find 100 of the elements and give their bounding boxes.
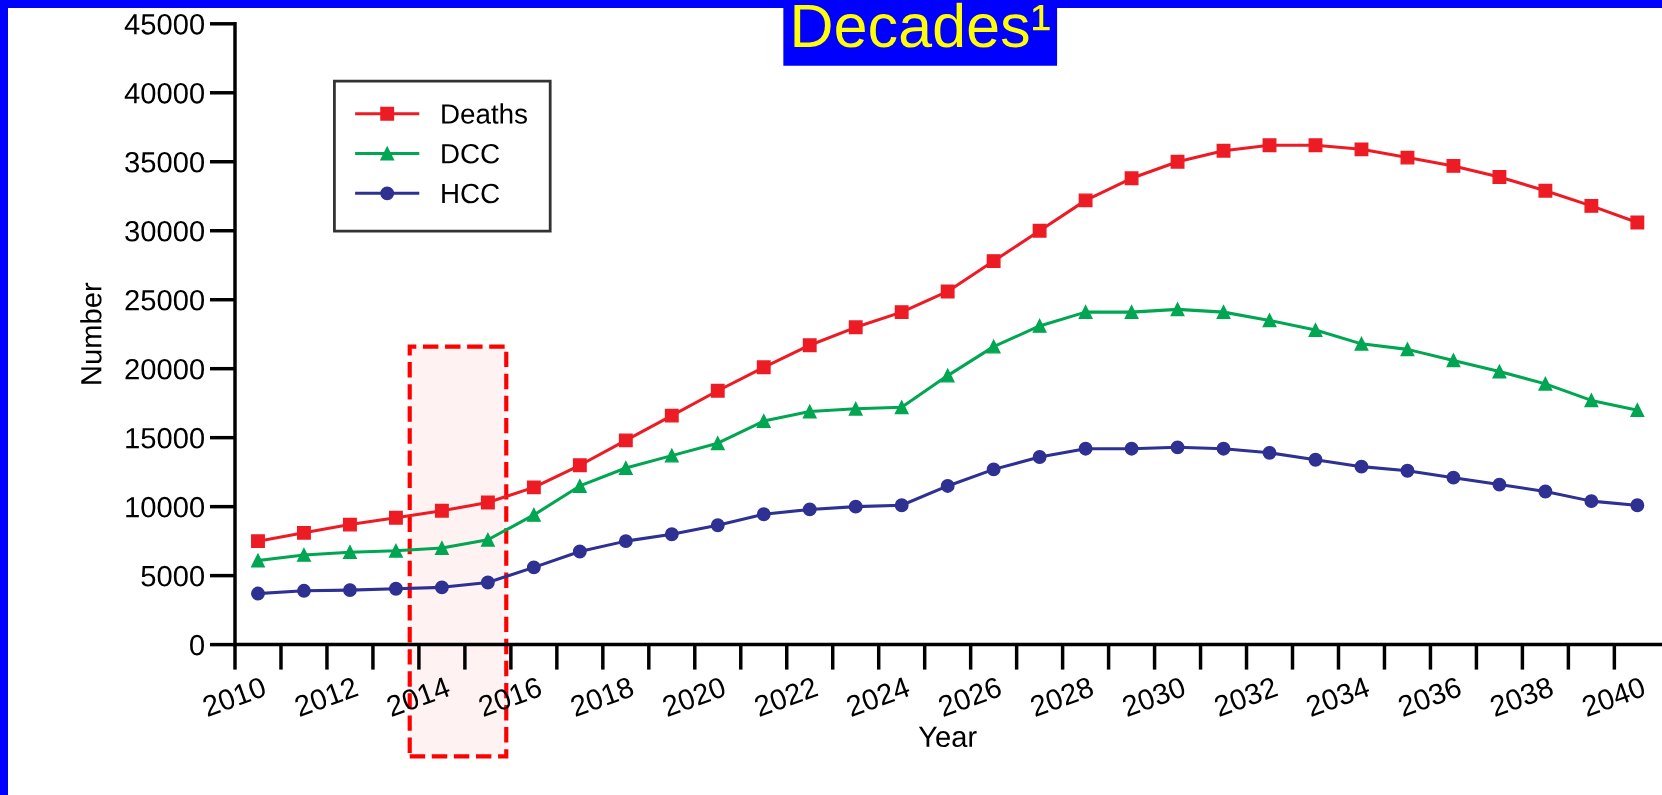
point [940,284,955,299]
point [1170,154,1185,169]
y-tick-label: 20000 [125,358,205,380]
y-tick-label: 0 [190,634,204,656]
point [388,510,403,525]
x-tick-label: 2024 [845,676,912,717]
point [848,320,863,335]
x-tick-label: 2020 [661,676,727,717]
point [1538,376,1553,391]
point [1400,150,1415,165]
point [986,254,1001,269]
point [1492,477,1507,492]
point [526,480,541,495]
point [526,560,541,575]
x-tick-label: 2030 [1121,676,1187,717]
legend-label: DCC [442,143,500,164]
point [1216,305,1231,320]
point [848,401,863,416]
point [1078,441,1093,456]
y-tick-label: 15000 [126,427,205,449]
point [618,534,633,549]
x-tick-label: 2014 [385,676,452,717]
point [848,499,863,514]
point [1262,313,1277,328]
point [1124,171,1139,186]
point [480,532,495,547]
point [1032,450,1047,464]
point [1584,393,1599,408]
point [1630,215,1645,230]
point [1354,336,1369,351]
point [1446,353,1461,368]
point [894,305,909,320]
x-tick-label: 2040 [1580,676,1647,717]
y-tick-label: 25000 [125,289,205,311]
point [664,527,679,542]
point [664,448,679,463]
point [894,400,909,415]
point [388,543,403,558]
point [1032,223,1047,238]
point [1262,445,1277,460]
legend-label: HCC [442,183,500,204]
point [1354,459,1369,474]
point [343,583,357,598]
point [1400,463,1415,478]
x-tick-label: 2032 [1213,676,1279,717]
x-tick-label: 2038 [1488,676,1555,717]
point [434,541,449,555]
point [894,498,909,513]
point [1308,452,1323,467]
point [388,581,403,596]
x-tick-label: 2012 [293,676,359,717]
x-tick-label: 2010 [201,676,268,717]
point [1032,318,1047,333]
point [572,458,587,473]
point [1308,138,1323,153]
point [1216,143,1231,158]
point [756,414,771,429]
point [572,479,587,493]
x-tick-label: 2016 [477,676,543,717]
point [940,368,955,383]
point [1446,158,1461,173]
point [756,360,771,375]
point [1492,364,1507,379]
point [1170,302,1185,317]
legend-label: Deaths [442,103,527,124]
y-tick-label: 30000 [125,220,205,242]
x-tick-label: 2026 [937,676,1003,717]
point [434,503,449,518]
point [1400,342,1415,357]
point [1354,142,1369,157]
point [1170,440,1185,455]
point [710,383,725,398]
point [343,517,357,532]
point [1308,323,1323,338]
point [251,553,265,568]
point [618,433,633,448]
point [1492,169,1507,184]
y-tick-label: 10000 [126,496,205,518]
x-tick-label: 2036 [1396,676,1463,717]
point [940,479,955,493]
point [480,575,495,590]
y-tick-label: 40000 [124,82,205,104]
point [710,436,725,451]
point [802,338,817,353]
y-tick-label: 5000 [141,565,204,587]
point [297,583,311,598]
point [297,547,311,562]
point [572,544,587,559]
point [1262,138,1277,153]
point [710,518,725,533]
x-tick-label: 2022 [753,676,819,717]
point [526,507,541,522]
point [480,495,495,510]
point [297,525,311,540]
x-axis-title: Year [918,726,977,748]
point [251,586,265,601]
point [434,580,449,595]
point [756,507,771,522]
point [1630,498,1645,513]
point [1446,470,1461,485]
